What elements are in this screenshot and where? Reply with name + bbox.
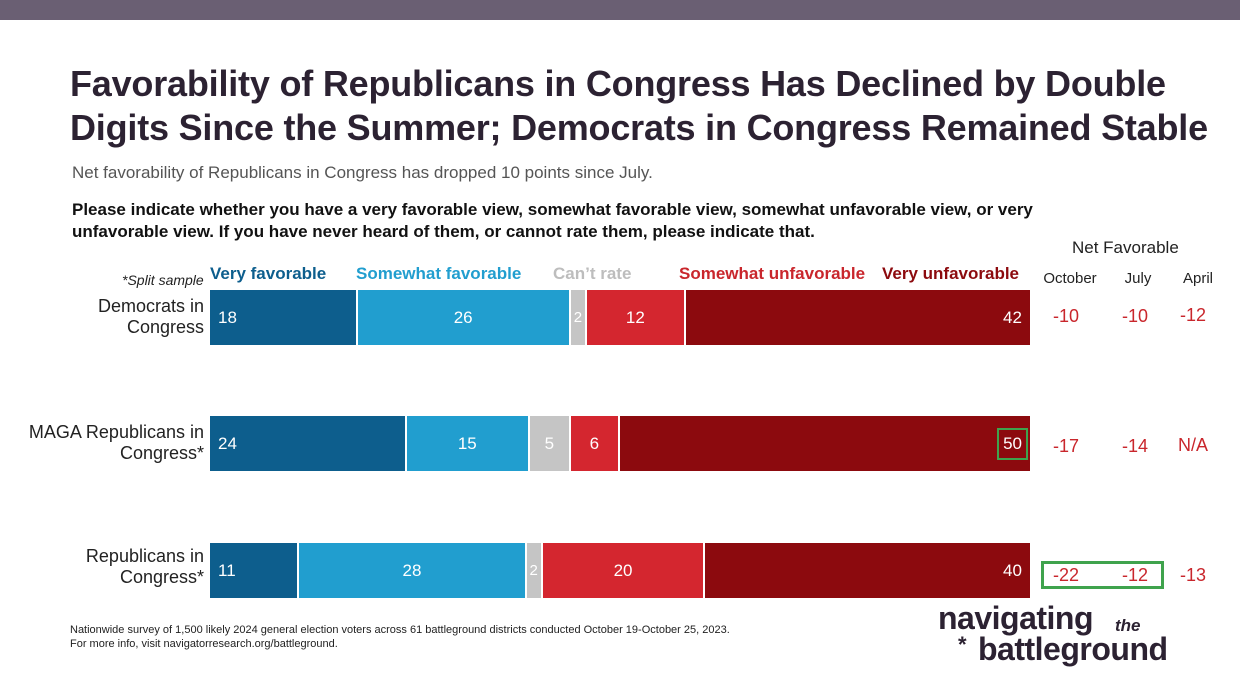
net-value-october: -17	[1052, 436, 1079, 456]
bar-segment-somewhat-unfavorable: 6	[570, 416, 620, 471]
net-column-july: July	[1124, 270, 1152, 287]
net-favorable-header: Net Favorable	[1072, 238, 1179, 257]
bar-segment-very-unfavorable: 50	[619, 416, 1030, 471]
data-label: 15	[457, 433, 477, 453]
net-value-october: -10	[1052, 306, 1079, 326]
legend-very-favorable: Very favorable	[210, 264, 327, 283]
data-label: 5	[544, 433, 555, 453]
net-value-october: -22	[1052, 565, 1079, 585]
legend-very-unfavorable: Very unfavorable	[882, 264, 1020, 283]
bar-segment-cant-rate: 2	[570, 290, 588, 345]
data-label: 18	[218, 307, 237, 327]
bar-segment-very-favorable: 24	[210, 416, 407, 471]
bar-segment-very-unfavorable: 42	[685, 290, 1030, 345]
bar-segment-very-favorable: 18	[210, 290, 358, 345]
bar-segment-somewhat-favorable: 28	[299, 543, 527, 598]
logo-word: battleground	[978, 631, 1168, 667]
row-label-line: Congress	[126, 317, 204, 337]
navigating-the-battleground-logo: navigating the * battleground	[938, 600, 1218, 675]
net-value-april: N/A	[1177, 435, 1208, 455]
legend-cant-rate: Can’t rate	[553, 264, 632, 283]
data-label: 6	[589, 433, 600, 453]
star-icon: *	[958, 632, 967, 657]
net-column-april: April	[1182, 270, 1213, 287]
bar-segment-somewhat-favorable: 26	[357, 290, 571, 345]
chart-title: Favorability of Republicans in Congress …	[70, 63, 1208, 148]
bar-row-republicans: 11 28 2 20 40	[210, 543, 1030, 598]
data-label: 2	[529, 562, 538, 579]
bar-segment-very-unfavorable: 40	[705, 543, 1030, 598]
chart-subtitle: Net favorability of Republicans in Congr…	[72, 163, 653, 182]
footnote-line: For more info, visit navigatorresearch.o…	[70, 638, 338, 650]
row-label-line: Democrats in	[97, 296, 204, 316]
footnote-line: Nationwide survey of 1,500 likely 2024 g…	[70, 624, 730, 636]
net-value-april: -13	[1179, 565, 1206, 585]
bar-segment-somewhat-favorable: 15	[406, 416, 530, 471]
data-label: 2	[573, 309, 583, 326]
net-column-october: October	[1043, 270, 1097, 287]
logo-word: navigating	[938, 600, 1094, 636]
split-sample-note: *Split sample	[122, 272, 204, 288]
data-label: 24	[218, 433, 237, 453]
data-label: 12	[625, 307, 645, 327]
legend-somewhat-unfavorable: Somewhat unfavorable	[679, 264, 866, 283]
bar-segment-very-favorable: 11	[210, 543, 300, 598]
data-label: 42	[1003, 307, 1022, 327]
row-label-line: Congress*	[119, 443, 204, 463]
data-label: 28	[402, 560, 422, 580]
footnote: Nationwide survey of 1,500 likely 2024 g…	[70, 623, 730, 651]
data-label: 11	[218, 560, 236, 580]
data-label: 40	[1003, 560, 1022, 580]
bar-row-democrats: 18 26 2 12 42	[210, 290, 1030, 345]
row-label-maga-republicans: MAGA Republicans in Congress*	[29, 422, 204, 464]
net-value-july: -10	[1121, 306, 1148, 326]
legend-somewhat-favorable: Somewhat favorable	[356, 264, 522, 283]
logo-word: the	[1115, 616, 1141, 635]
net-value-july: -12	[1121, 565, 1148, 585]
bar-row-maga-republicans: 24 15 5 6 50	[210, 416, 1030, 471]
bar-segment-cant-rate: 2	[526, 543, 543, 598]
bar-segment-cant-rate: 5	[529, 416, 571, 471]
net-value-july: -14	[1121, 436, 1148, 456]
data-label: 26	[453, 307, 473, 327]
row-label-line: Congress*	[119, 567, 204, 587]
row-label-republicans: Republicans in Congress*	[86, 546, 204, 588]
data-label: 20	[613, 560, 633, 580]
highlight-box	[1041, 561, 1164, 589]
net-value-april: -12	[1179, 305, 1206, 325]
row-label-democrats: Democrats in Congress	[98, 296, 204, 338]
bar-segment-somewhat-unfavorable: 20	[542, 543, 706, 598]
data-label: 50	[997, 427, 1028, 460]
row-label-line: Republicans in	[85, 546, 204, 566]
bar-segment-somewhat-unfavorable: 12	[587, 290, 686, 345]
survey-question: Please indicate whether you have a very …	[72, 200, 1033, 241]
row-label-line: MAGA Republicans in	[28, 422, 204, 442]
top-banner	[0, 0, 1240, 20]
